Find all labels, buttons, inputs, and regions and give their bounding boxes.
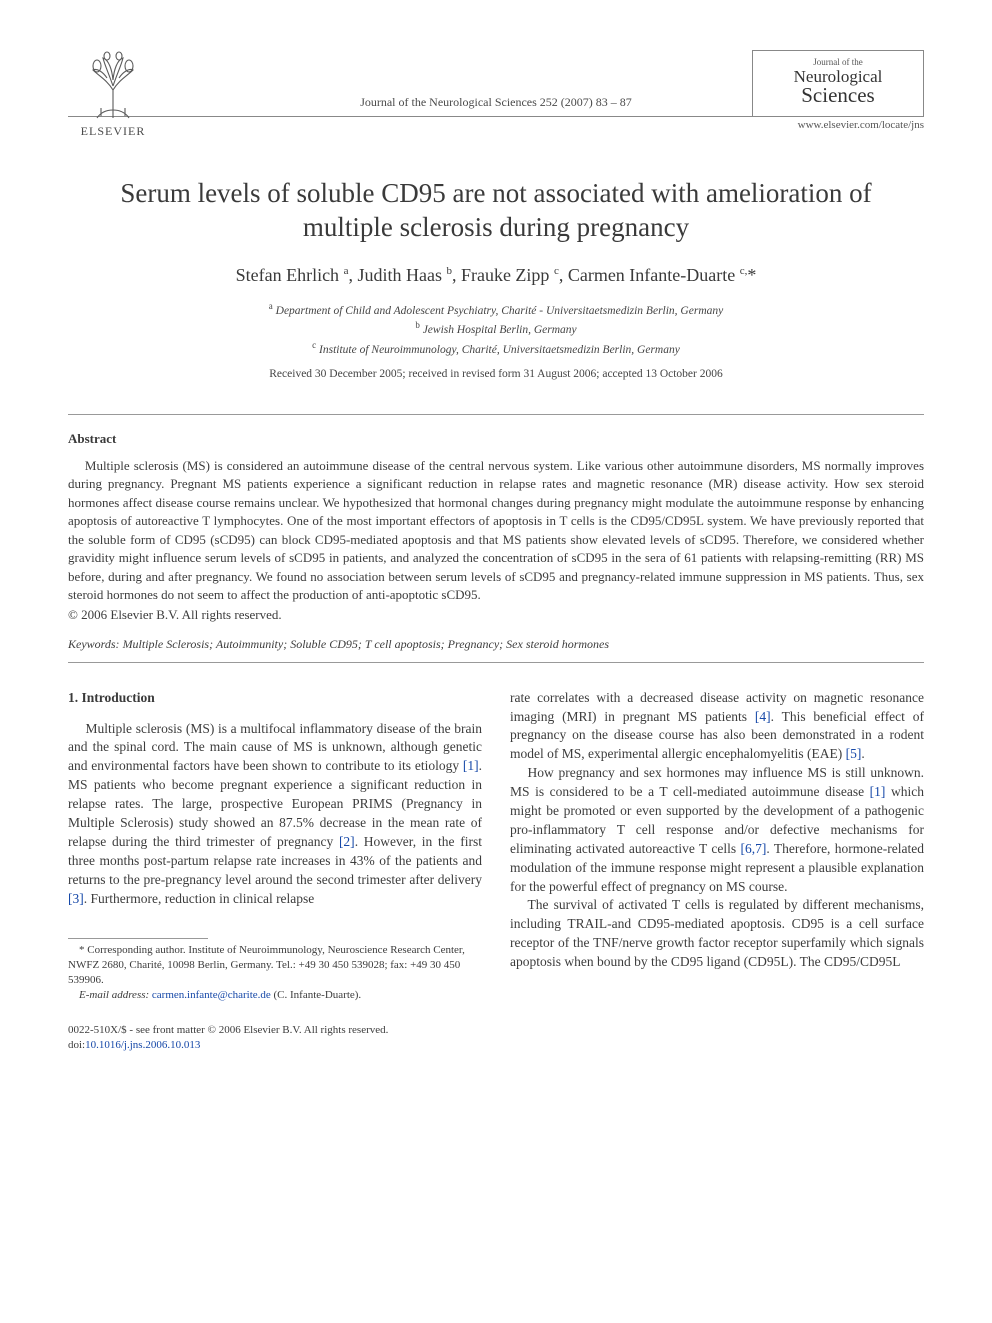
doi-label: doi: [68,1039,85,1051]
ref-link-6-7[interactable]: [6,7] [740,841,766,856]
publisher-label: ELSEVIER [81,124,146,139]
authors: Stefan Ehrlich a, Judith Haas b, Frauke … [68,265,924,286]
footer-doi: doi:10.1016/j.jns.2006.10.013 [68,1038,924,1053]
journal-logo-line2: Sciences [767,85,909,106]
ref-link-2[interactable]: [2] [339,834,355,849]
ref-link-1[interactable]: [1] [463,758,479,773]
ref-link-3[interactable]: [3] [68,891,84,906]
email-label: E-mail address: [79,989,149,1001]
abstract-rule-bottom [68,662,924,663]
intro-para-3: How pregnancy and sex hormones may influ… [510,764,924,896]
ref-link-1b[interactable]: [1] [870,784,886,799]
elsevier-tree-icon [77,50,149,122]
article-title: Serum levels of soluble CD95 are not ass… [98,177,894,245]
footer-copyright: 0022-510X/$ - see front matter © 2006 El… [68,1023,924,1038]
keywords: Keywords: Multiple Sclerosis; Autoimmuni… [68,637,924,652]
article-body: 1. Introduction Multiple sclerosis (MS) … [68,689,924,1003]
abstract-body: Multiple sclerosis (MS) is considered an… [68,457,924,605]
keywords-list: Multiple Sclerosis; Autoimmunity; Solubl… [123,637,610,651]
abstract-copyright: © 2006 Elsevier B.V. All rights reserved… [68,607,924,623]
affiliation-a: a Department of Child and Adolescent Psy… [68,300,924,320]
ref-link-5[interactable]: [5] [846,746,862,761]
abstract-rule-top [68,414,924,415]
intro-para-2: rate correlates with a decreased disease… [510,689,924,765]
intro-para-1: Multiple sclerosis (MS) is a multifocal … [68,720,482,909]
affiliations: a Department of Child and Adolescent Psy… [68,300,924,359]
email-suffix: (C. Infante-Duarte). [274,989,362,1001]
publisher-logo: ELSEVIER [68,50,158,139]
doi-link[interactable]: 10.1016/j.jns.2006.10.013 [85,1039,200,1051]
journal-url: www.elsevier.com/locate/jns [68,119,924,131]
keywords-label: Keywords: [68,637,120,651]
journal-logo-small: Journal of the [767,57,909,67]
affiliation-b: b Jewish Hospital Berlin, Germany [68,319,924,339]
ref-link-4[interactable]: [4] [755,709,771,724]
affiliation-c: c Institute of Neuroimmunology, Charité,… [68,339,924,359]
article-dates: Received 30 December 2005; received in r… [68,368,924,380]
corresponding-footnote: * Corresponding author. Institute of Neu… [68,943,482,988]
footnote-rule [68,938,208,939]
journal-logo: Journal of the Neurological Sciences [752,50,924,117]
section-1-heading: 1. Introduction [68,689,482,708]
intro-para-4: The survival of activated T cells is reg… [510,896,924,972]
corresponding-email[interactable]: carmen.infante@charite.de [152,989,271,1001]
page-footer: 0022-510X/$ - see front matter © 2006 El… [68,1023,924,1053]
abstract-heading: Abstract [68,431,924,447]
email-footnote: E-mail address: carmen.infante@charite.d… [68,988,482,1003]
